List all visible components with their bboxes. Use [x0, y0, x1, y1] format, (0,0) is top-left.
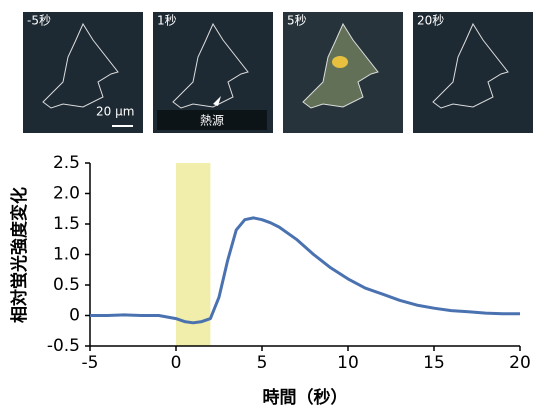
x-tick-label: 20 — [509, 353, 531, 373]
panel-label: 1秒 — [157, 14, 177, 28]
highlight-band — [176, 163, 210, 346]
hot-spot — [332, 56, 348, 68]
page: -5秒 1秒 5秒 20秒 20 μm 熱源 相対蛍光強度変化 時間（秒） -0… — [0, 0, 533, 412]
scale-bar-label: 20 μm — [96, 105, 134, 119]
x-tick-label: 5 — [257, 353, 268, 373]
data-line — [90, 218, 520, 323]
y-tick-label: 2.5 — [53, 153, 80, 173]
panel-label: 20秒 — [417, 14, 444, 28]
panel-label: -5秒 — [27, 14, 51, 28]
y-tick-label: 2.0 — [53, 184, 80, 204]
y-tick-label: 0 — [69, 306, 80, 326]
y-tick-label: -0.5 — [47, 336, 80, 356]
panel-image — [413, 12, 533, 133]
x-tick-label: 10 — [337, 353, 359, 373]
y-tick-label: 1.5 — [53, 214, 80, 234]
y-tick-label: 1.0 — [53, 245, 80, 265]
x-axis-label: 時間（秒） — [263, 387, 348, 408]
x-tick-label: 0 — [171, 353, 182, 373]
image-panels: -5秒 1秒 5秒 20秒 20 μm 熱源 — [23, 12, 533, 133]
panel-label: 5秒 — [287, 14, 307, 28]
x-tick-label: 15 — [423, 353, 445, 373]
heat-source-label: 熱源 — [200, 114, 224, 128]
x-tick-label: -5 — [82, 353, 99, 373]
y-axis-label: 相対蛍光強度変化 — [9, 187, 30, 323]
y-tick-label: 0.5 — [53, 275, 80, 295]
figure: -5秒 1秒 5秒 20秒 20 μm 熱源 相対蛍光強度変化 時間（秒） -0… — [0, 0, 533, 412]
